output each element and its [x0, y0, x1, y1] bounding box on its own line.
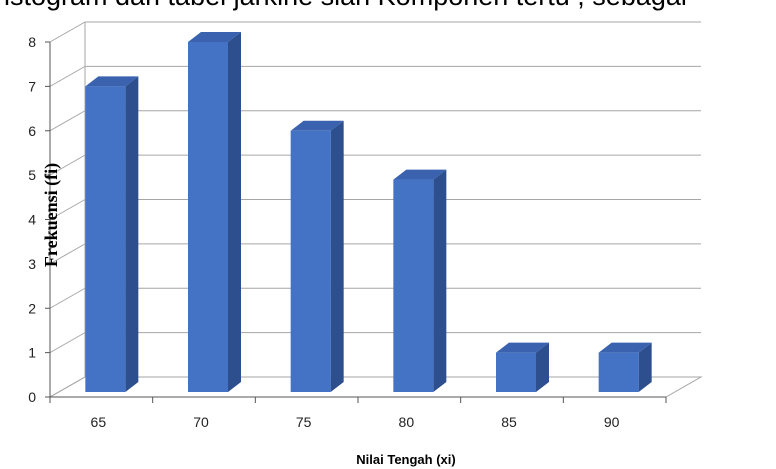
- bar-layer: [85, 32, 652, 392]
- bar: [290, 130, 331, 392]
- bar-top-face: [85, 76, 139, 87]
- y-tick-label: 3: [28, 256, 36, 272]
- bar-side-face: [228, 32, 241, 392]
- x-tick-label: 70: [193, 414, 209, 430]
- bar: [393, 179, 434, 392]
- gridline-wall-segment: [49, 243, 86, 265]
- bar: [496, 352, 536, 392]
- y-tick-label: 4: [28, 212, 36, 228]
- y-tick-label: 5: [28, 167, 36, 183]
- gridline-wall-segment: [49, 332, 86, 354]
- gridline-wall-segment: [49, 110, 86, 132]
- y-tick-label: 1: [28, 345, 36, 361]
- bar-side-face: [433, 169, 447, 392]
- x-tick-label: 75: [296, 414, 312, 430]
- axis-layer: [45, 41, 667, 403]
- bar-side-face: [536, 342, 549, 392]
- x-tick-label: 85: [501, 414, 517, 430]
- y-axis-title: Frekuensi (fi): [41, 163, 62, 267]
- grid-layer: [48, 21, 703, 398]
- bar-side-face: [125, 76, 139, 392]
- y-tick-label: 6: [28, 123, 36, 139]
- gridline-wall-segment: [49, 199, 86, 220]
- label-layer: 0 1 2 3 4 5 6 7 8 65 70 75 80 85 90: [28, 34, 619, 430]
- gridline-wall-segment: [49, 21, 86, 43]
- gridline-wall-segment: [49, 154, 86, 176]
- y-tick-label: 7: [28, 78, 36, 94]
- bar-top-face: [496, 342, 549, 353]
- bar-top-face: [393, 169, 447, 180]
- x-tick-label: 90: [604, 414, 620, 430]
- x-tick-label: 80: [399, 414, 415, 430]
- bar-top-face: [290, 120, 344, 131]
- x-tick-label: 65: [91, 414, 107, 430]
- x-axis-title: Nilai Tengah (xi): [356, 452, 455, 467]
- bar: [598, 352, 639, 392]
- cropped-caption-text: istogram dari tabel jarkine sian Kompone…: [4, 0, 687, 12]
- gridline-wall-segment: [49, 287, 86, 309]
- y-tick-label: 8: [28, 34, 36, 50]
- bar-side-face: [330, 120, 344, 392]
- bar-side-face: [638, 342, 652, 392]
- bar: [188, 42, 228, 392]
- y-tick-label: 0: [28, 389, 36, 405]
- bar-top-face: [598, 342, 652, 353]
- y-tick-label: 2: [28, 300, 36, 316]
- gridline-wall-segment: [49, 65, 86, 87]
- bar-top-face: [188, 32, 241, 42]
- bar: [85, 86, 126, 392]
